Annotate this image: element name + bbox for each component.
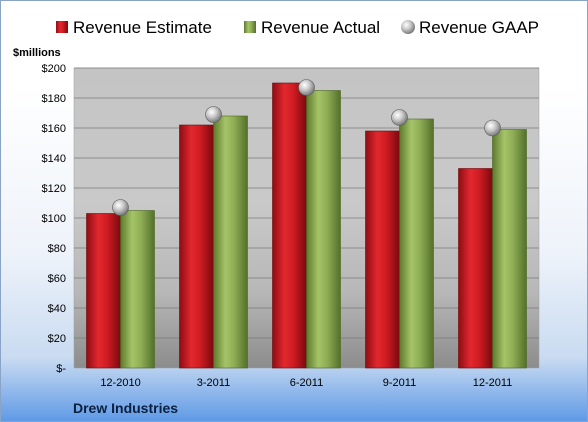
marker-revenue-gaap (298, 79, 315, 96)
bar-revenue-actual (492, 129, 527, 369)
legend-swatch-revenue-estimate (56, 21, 68, 33)
marker-revenue-gaap (112, 199, 129, 216)
legend-marker-revenue-gaap (401, 20, 415, 34)
legend-label-revenue-gaap: Revenue GAAP (419, 18, 539, 37)
gaap-markers (112, 79, 501, 216)
bar-revenue-actual (306, 90, 341, 369)
company-name: Drew Industries (73, 400, 178, 416)
x-tick-label: 9-2011 (383, 377, 416, 389)
y-tick-label: $100 (42, 213, 66, 225)
y-tick-label: $160 (42, 123, 66, 135)
legend: Revenue Estimate Revenue Actual Revenue … (56, 18, 539, 37)
legend-label-revenue-actual: Revenue Actual (261, 18, 380, 37)
legend-swatch-revenue-actual (244, 21, 256, 33)
bar-revenue-estimate (365, 130, 400, 369)
y-tick-label: $120 (42, 183, 66, 195)
y-tick-label: $180 (42, 93, 66, 105)
bar-revenue-estimate (458, 168, 493, 369)
x-tick-label: 3-2011 (197, 377, 230, 389)
bar-revenue-estimate (272, 82, 307, 369)
bar-revenue-estimate (86, 213, 121, 369)
y-axis-unit-label: $millions (13, 47, 61, 59)
y-tick-label: $80 (48, 243, 66, 255)
bar-revenue-actual (213, 115, 248, 369)
bar-revenue-actual (399, 118, 434, 369)
legend-label-revenue-estimate: Revenue Estimate (73, 18, 212, 37)
bar-revenue-actual (120, 210, 155, 369)
x-tick-label: 6-2011 (290, 377, 323, 389)
y-tick-label: $20 (48, 333, 66, 345)
y-tick-label: $60 (48, 273, 66, 285)
x-axis-ticks: 12-2010 3-2011 6-2011 9-2011 12-2011 (100, 377, 512, 389)
y-tick-label: $140 (42, 153, 66, 165)
marker-revenue-gaap (391, 109, 408, 126)
bar-revenue-estimate (179, 124, 214, 369)
y-tick-label: $200 (42, 63, 66, 75)
x-tick-label: 12-2011 (473, 377, 513, 389)
y-tick-label: $- (56, 363, 66, 375)
marker-revenue-gaap (484, 119, 501, 137)
x-tick-label: 12-2010 (100, 377, 140, 389)
marker-revenue-gaap (205, 106, 222, 123)
y-tick-label: $40 (48, 303, 66, 315)
bars (86, 82, 527, 369)
y-axis-ticks: $- $20 $40 $60 $80 $100 $120 $140 $160 $180 $200 (42, 63, 67, 375)
